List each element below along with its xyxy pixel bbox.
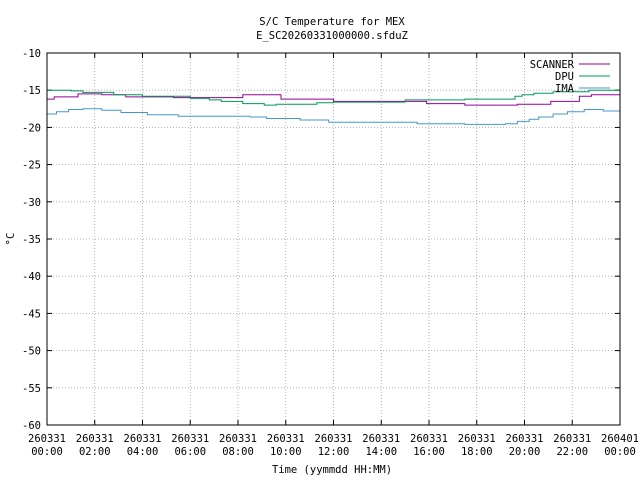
- series-line-dpu: [47, 89, 620, 106]
- axis-ticks: -10-15-20-25-30-35-40-45-50-55-602603310…: [22, 48, 639, 458]
- x-tick-label-time: 10:00: [270, 446, 302, 458]
- x-tick-label-date: 260331: [76, 433, 114, 445]
- x-tick-label-time: 14:00: [365, 446, 397, 458]
- x-tick-label-time: 18:00: [461, 446, 493, 458]
- y-axis-label: °C: [5, 233, 17, 246]
- y-tick-label: -35: [22, 234, 41, 246]
- x-tick-label-time: 08:00: [222, 446, 254, 458]
- x-tick-label-time: 22:00: [556, 446, 588, 458]
- series-line-ima: [47, 108, 621, 125]
- legend-label-scanner: SCANNER: [530, 59, 575, 71]
- y-tick-label: -40: [22, 271, 41, 283]
- x-tick-label-date: 260331: [362, 433, 400, 445]
- series-lines: [47, 89, 621, 125]
- y-tick-label: -25: [22, 160, 41, 172]
- x-tick-label-time: 00:00: [604, 446, 636, 458]
- x-axis-label: Time (yymmdd HH:MM): [272, 464, 392, 476]
- y-tick-label: -60: [22, 420, 41, 432]
- x-tick-label-time: 04:00: [127, 446, 159, 458]
- plot-frame: [46, 52, 621, 426]
- series-line-scanner: [47, 93, 621, 106]
- x-tick-label-date: 260331: [410, 433, 448, 445]
- x-tick-label-date: 260331: [171, 433, 209, 445]
- y-tick-label: -10: [22, 48, 41, 60]
- x-tick-label-time: 12:00: [318, 446, 350, 458]
- x-tick-label-date: 260331: [219, 433, 257, 445]
- x-tick-label-date: 260331: [506, 433, 544, 445]
- legend-label-dpu: DPU: [555, 71, 574, 83]
- grid-lines: [47, 53, 620, 425]
- x-tick-label-date: 260331: [553, 433, 591, 445]
- x-tick-label-date: 260401: [601, 433, 639, 445]
- x-tick-label-time: 16:00: [413, 446, 445, 458]
- y-tick-label: -45: [22, 308, 41, 320]
- y-tick-label: -50: [22, 346, 41, 358]
- y-tick-label: -30: [22, 197, 41, 209]
- x-tick-label-time: 02:00: [79, 446, 111, 458]
- x-tick-label-time: 20:00: [509, 446, 541, 458]
- x-tick-label-date: 260331: [267, 433, 305, 445]
- x-tick-label-time: 00:00: [31, 446, 63, 458]
- x-tick-label-date: 260331: [124, 433, 162, 445]
- y-tick-label: -20: [22, 122, 41, 134]
- x-tick-label-time: 06:00: [174, 446, 206, 458]
- x-tick-label-date: 260331: [458, 433, 496, 445]
- y-tick-label: -15: [22, 85, 41, 97]
- legend-label-ima: IMA: [555, 83, 575, 95]
- chart-title: S/C Temperature for MEX: [259, 16, 405, 28]
- y-tick-label: -55: [22, 383, 41, 395]
- chart-subtitle: E_SC20260331000000.sfduZ: [256, 30, 408, 42]
- x-tick-label-date: 260331: [28, 433, 66, 445]
- x-tick-label-date: 260331: [315, 433, 353, 445]
